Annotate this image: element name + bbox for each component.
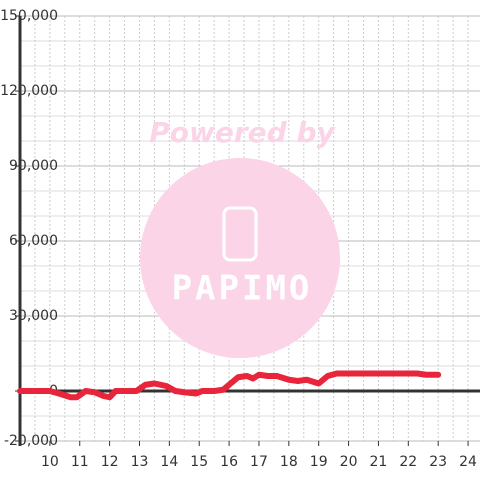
phone-icon [222,206,258,262]
y-tick-label: 120,000 [0,83,58,99]
x-tick-label: 11 [71,454,89,470]
x-tick-label: 12 [101,454,119,470]
x-tick-label: 20 [340,454,358,470]
x-tick-label: 19 [310,454,328,470]
watermark: Powered by PAPIMO [140,116,340,358]
x-tick-label: 22 [399,454,417,470]
x-tick-label: 10 [41,454,59,470]
x-tick-label: 21 [370,454,388,470]
x-tick-label: 24 [459,454,477,470]
x-tick-label: 18 [280,454,298,470]
watermark-brand: PAPIMO [172,269,313,309]
data-line [17,370,442,401]
x-tick-label: 17 [250,454,268,470]
watermark-circle [140,158,340,358]
watermark-caption: Powered by [149,116,336,149]
x-tick-label: 14 [160,454,178,470]
x-tick-label: 16 [220,454,238,470]
y-tick-label: 150,000 [0,8,58,24]
x-tick-label: 13 [131,454,149,470]
x-tick-label: 15 [190,454,208,470]
y-tick-label: -20,000 [4,433,58,449]
x-tick-label: 23 [429,454,447,470]
